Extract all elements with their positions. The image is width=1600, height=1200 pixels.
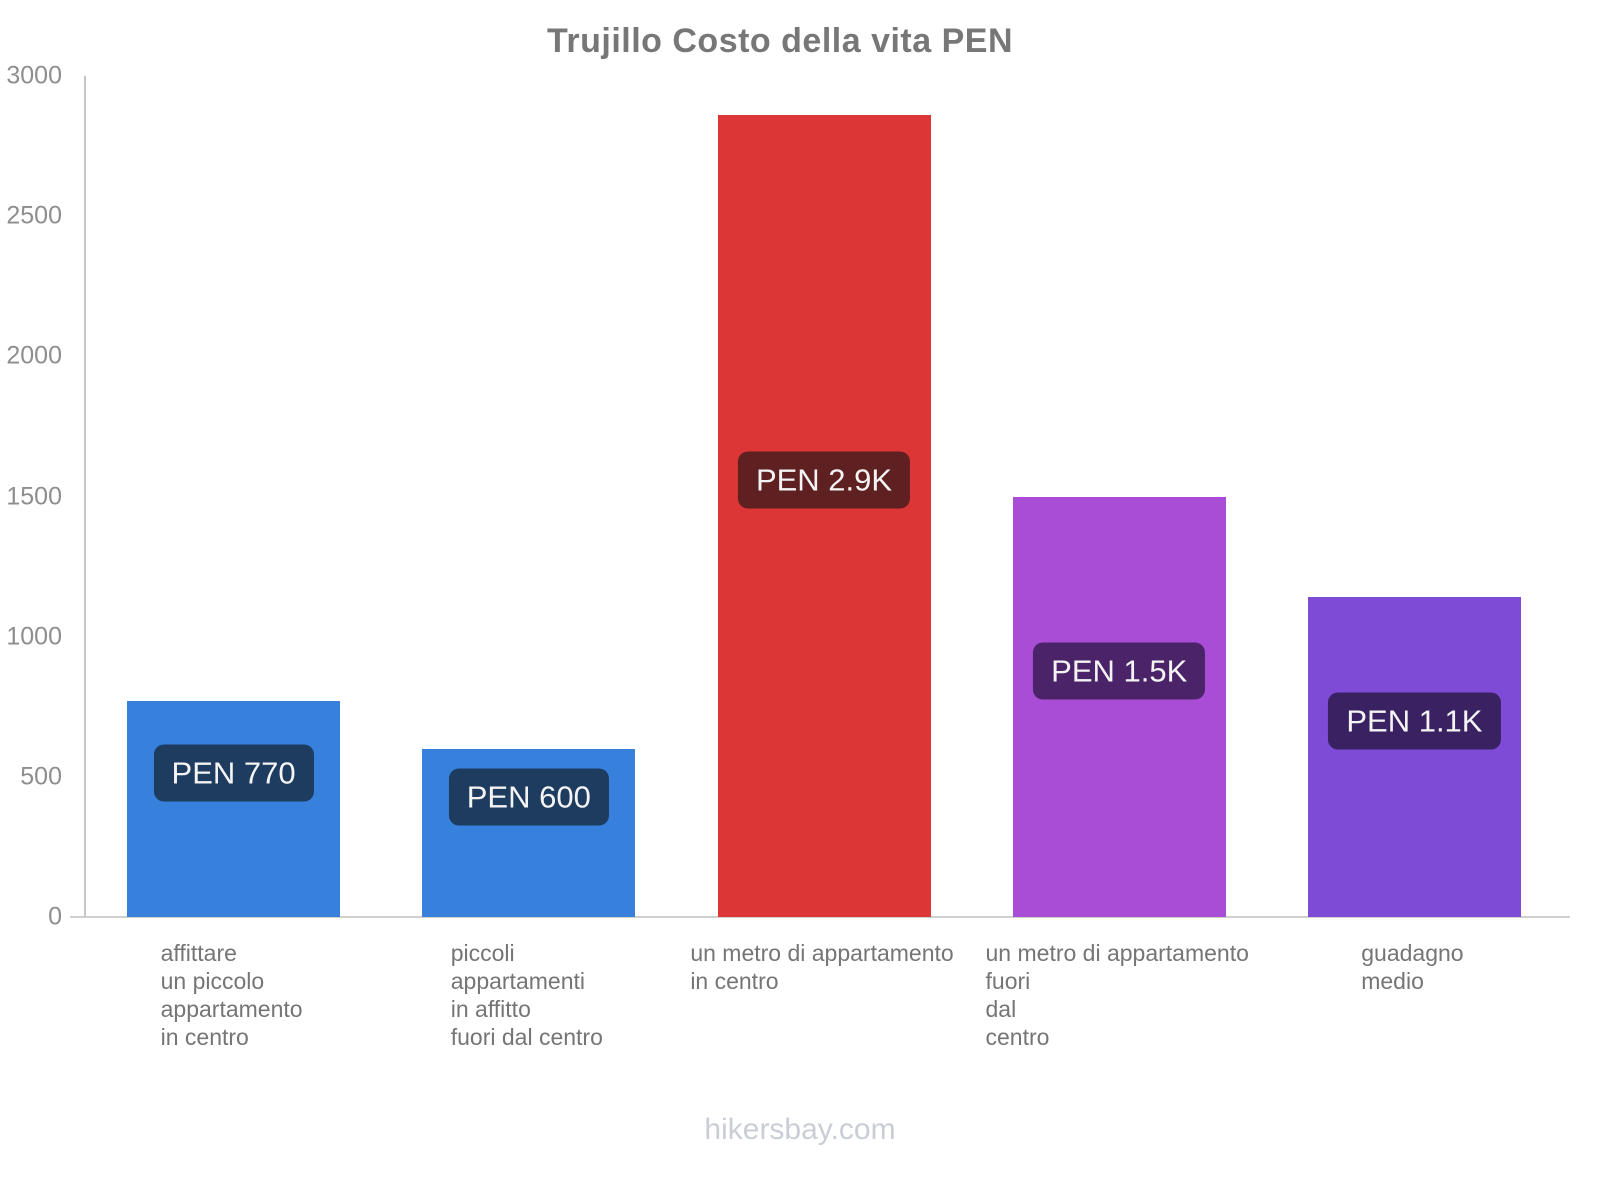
chart-title: Trujillo Costo della vita PEN <box>546 22 1014 60</box>
category-label-line: medio <box>1361 968 1424 994</box>
y-tick-label: 3000 <box>6 61 62 90</box>
category-label: piccoli appartamenti in affitto fuori dal c… <box>451 939 603 1051</box>
category-label: un metro di appartamento fuori dal centro <box>986 939 1249 1051</box>
category-slot: affittare un piccolo appartamento in centro <box>84 917 379 1051</box>
category-label-line: un piccolo <box>160 968 265 994</box>
category-label-line: fuori <box>985 968 1031 994</box>
category-slot: un metro di appartamento fuori dal centro <box>970 917 1265 1051</box>
category-label: guadagno medio <box>1361 939 1463 995</box>
y-axis: 0 500 1000 1500 2000 2500 3000 <box>0 62 72 931</box>
category-label-line: in centro <box>160 1024 249 1050</box>
category-label-line: dal <box>985 996 1017 1022</box>
watermark: hikersbay.com <box>704 1113 896 1146</box>
bar-slot: PEN 770 <box>86 76 381 917</box>
bar-2: PEN 600 <box>422 748 636 917</box>
bar-3: PEN 2.9K <box>717 115 931 917</box>
category-slot: guadagno medio <box>1265 917 1560 1051</box>
bar-value-badge: PEN 2.9K <box>737 451 911 509</box>
bar-slot: PEN 1.5K <box>972 76 1267 917</box>
y-tick-label: 0 <box>48 902 62 931</box>
bar-4: PEN 1.5K <box>1012 496 1226 917</box>
category-label: un metro di appartamento in centro <box>690 939 953 995</box>
bars-row: PEN 770 PEN 600 PEN 2.9K PEN 1.5K PEN 1.1K <box>86 76 1562 917</box>
bar-value-badge: PEN 770 <box>153 744 314 802</box>
bar-1: PEN 770 <box>127 701 341 917</box>
bar-value-badge: PEN 1.5K <box>1033 642 1206 700</box>
category-label-line: appartamenti <box>450 968 585 994</box>
category-label-line: appartamento <box>160 996 303 1022</box>
bar-slot: PEN 1.1K <box>1267 76 1562 917</box>
category-slot: un metro di appartamento in centro <box>674 917 969 1051</box>
category-slot: piccoli appartamenti in affitto fuori dal c… <box>379 917 674 1051</box>
y-tick-label: 1000 <box>6 622 62 651</box>
plot-area: PEN 770 PEN 600 PEN 2.9K PEN 1.5K PEN 1.1K <box>84 76 1562 917</box>
categories-row: affittare un piccolo appartamento in centro… <box>84 917 1560 1051</box>
category-label-line: un metro di appartamento <box>690 940 954 966</box>
bar-5: PEN 1.1K <box>1307 597 1521 917</box>
bar-slot: PEN 600 <box>381 76 676 917</box>
category-label-line: piccoli <box>450 940 515 966</box>
bar-slot: PEN 2.9K <box>676 76 971 917</box>
category-label-line: in centro <box>690 968 779 994</box>
bar-value-badge: PEN 1.1K <box>1328 692 1501 750</box>
category-label: affittare un piccolo appartamento in centro <box>161 939 303 1051</box>
category-label-line: centro <box>985 1024 1050 1050</box>
y-tick-label: 2000 <box>6 341 62 370</box>
category-label-line: guadagno <box>1361 940 1464 966</box>
category-label-line: in affitto <box>450 996 531 1022</box>
y-tick-label: 2500 <box>6 201 62 230</box>
y-tick-label: 1500 <box>6 482 62 510</box>
category-label-line: fuori dal centro <box>450 1024 603 1050</box>
category-label-line: affittare <box>160 940 237 966</box>
category-label-line: un metro di appartamento <box>985 940 1249 966</box>
x-axis-line <box>70 916 1570 918</box>
y-tick-label: 500 <box>20 762 62 791</box>
bar-value-badge: PEN 600 <box>448 768 609 826</box>
